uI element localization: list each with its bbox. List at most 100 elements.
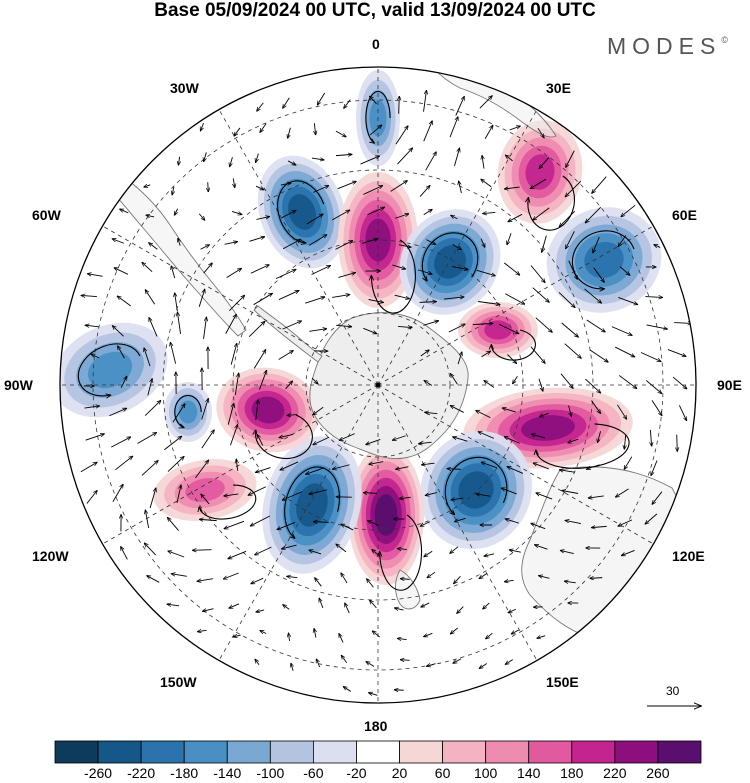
wind-vector bbox=[678, 405, 686, 420]
wind-vector bbox=[530, 265, 545, 282]
wind-vector bbox=[395, 214, 408, 219]
anomaly-contour-blue-85w bbox=[87, 351, 133, 389]
lon-label-120w: 120W bbox=[32, 548, 69, 564]
wind-vector bbox=[309, 550, 322, 555]
wind-vector bbox=[450, 627, 458, 634]
wind-vector bbox=[484, 381, 495, 388]
wind-vector bbox=[337, 181, 357, 190]
colorbar-tick-label: -260 bbox=[84, 765, 113, 781]
wind-vector bbox=[505, 293, 524, 304]
wind-vector bbox=[559, 210, 576, 227]
wind-vector bbox=[115, 456, 132, 471]
wind-vector bbox=[423, 121, 433, 142]
anomaly-contour-pink-130w bbox=[185, 478, 225, 502]
wind-vector bbox=[424, 380, 433, 386]
wind-vector bbox=[511, 629, 519, 634]
wind-vector bbox=[396, 466, 409, 470]
wind-vector bbox=[226, 268, 242, 279]
wind-vector bbox=[167, 517, 179, 531]
wind-vector bbox=[400, 660, 410, 661]
wind-vector bbox=[253, 350, 266, 369]
wind-vector bbox=[584, 288, 602, 303]
wind-vector bbox=[560, 373, 573, 389]
wind-vector bbox=[363, 186, 382, 195]
colorbar-swatch bbox=[614, 740, 659, 764]
wind-vector bbox=[424, 550, 433, 556]
wind-vector bbox=[145, 510, 150, 529]
wind-vector bbox=[174, 208, 179, 216]
wind-vector bbox=[367, 207, 384, 216]
wind-vector bbox=[229, 603, 240, 608]
wind-vector bbox=[250, 515, 270, 526]
wind-vector bbox=[202, 608, 214, 612]
wind-vector bbox=[426, 239, 435, 245]
wind-vector bbox=[504, 580, 514, 581]
wind-vector bbox=[278, 350, 294, 360]
wind-vector bbox=[146, 215, 155, 217]
wind-vector bbox=[531, 523, 546, 530]
wind-vector bbox=[454, 576, 461, 583]
wind-vector bbox=[195, 460, 208, 479]
latitude-circle bbox=[92, 99, 664, 671]
wind-vector bbox=[624, 434, 625, 449]
wind-vector bbox=[457, 606, 464, 614]
wind-vector bbox=[283, 605, 290, 610]
wind-vector bbox=[287, 576, 298, 577]
wind-vector bbox=[618, 297, 637, 304]
wind-vector bbox=[149, 318, 158, 337]
wind-vector bbox=[452, 244, 462, 249]
wind-vector bbox=[251, 577, 264, 583]
wind-vector bbox=[369, 125, 382, 136]
wind-vector bbox=[392, 264, 405, 269]
wind-vector bbox=[172, 186, 174, 195]
wind-vector bbox=[398, 326, 412, 327]
wind-vector bbox=[502, 408, 516, 413]
wind-vector bbox=[315, 578, 322, 587]
wind-vector bbox=[370, 600, 377, 609]
wind-vector bbox=[311, 265, 331, 275]
wind-vector bbox=[399, 96, 400, 114]
circulation-arrow bbox=[197, 484, 257, 520]
wind-vector bbox=[198, 213, 205, 220]
wind-vector bbox=[362, 239, 378, 244]
wind-vector bbox=[535, 317, 552, 333]
circulation-arrow bbox=[277, 180, 325, 248]
wind-vector bbox=[507, 233, 512, 245]
wind-vector bbox=[309, 329, 326, 332]
wind-vector bbox=[175, 293, 178, 312]
wind-vector bbox=[424, 632, 433, 636]
wind-vector bbox=[332, 295, 350, 298]
meridian-line bbox=[377, 109, 538, 386]
map-border bbox=[59, 66, 697, 704]
anomaly-contour-pink-175e bbox=[374, 494, 398, 536]
wind-vector bbox=[478, 432, 495, 439]
wind-vector bbox=[654, 245, 661, 248]
wind-vector bbox=[275, 269, 296, 280]
wind-vector bbox=[253, 293, 273, 306]
circulation-arrow bbox=[380, 514, 423, 591]
wind-vector bbox=[81, 295, 97, 296]
wind-vector bbox=[481, 351, 490, 358]
wind-vector bbox=[539, 412, 549, 417]
wind-vector bbox=[306, 467, 325, 475]
lon-label-60w: 60W bbox=[32, 207, 61, 223]
lon-label-90e: 90E bbox=[717, 377, 742, 393]
wind-vector bbox=[257, 434, 264, 446]
wind-vector bbox=[233, 635, 241, 637]
colorbar-swatch bbox=[140, 740, 185, 764]
wind-vector bbox=[621, 549, 635, 555]
wind-vector bbox=[171, 266, 176, 279]
wind-vector bbox=[650, 429, 651, 446]
wind-vector bbox=[144, 400, 161, 416]
wind-vector bbox=[248, 486, 267, 495]
circulation-arrow bbox=[523, 175, 576, 231]
wind-vector bbox=[176, 485, 181, 504]
wind-vector bbox=[167, 456, 184, 472]
wind-vector bbox=[317, 92, 326, 105]
colorbar-swatch bbox=[399, 740, 443, 764]
wind-vector bbox=[454, 517, 466, 521]
wind-vector bbox=[479, 96, 492, 109]
wind-vector bbox=[651, 460, 658, 476]
wind-vector bbox=[120, 376, 127, 388]
wind-vector bbox=[419, 302, 437, 303]
